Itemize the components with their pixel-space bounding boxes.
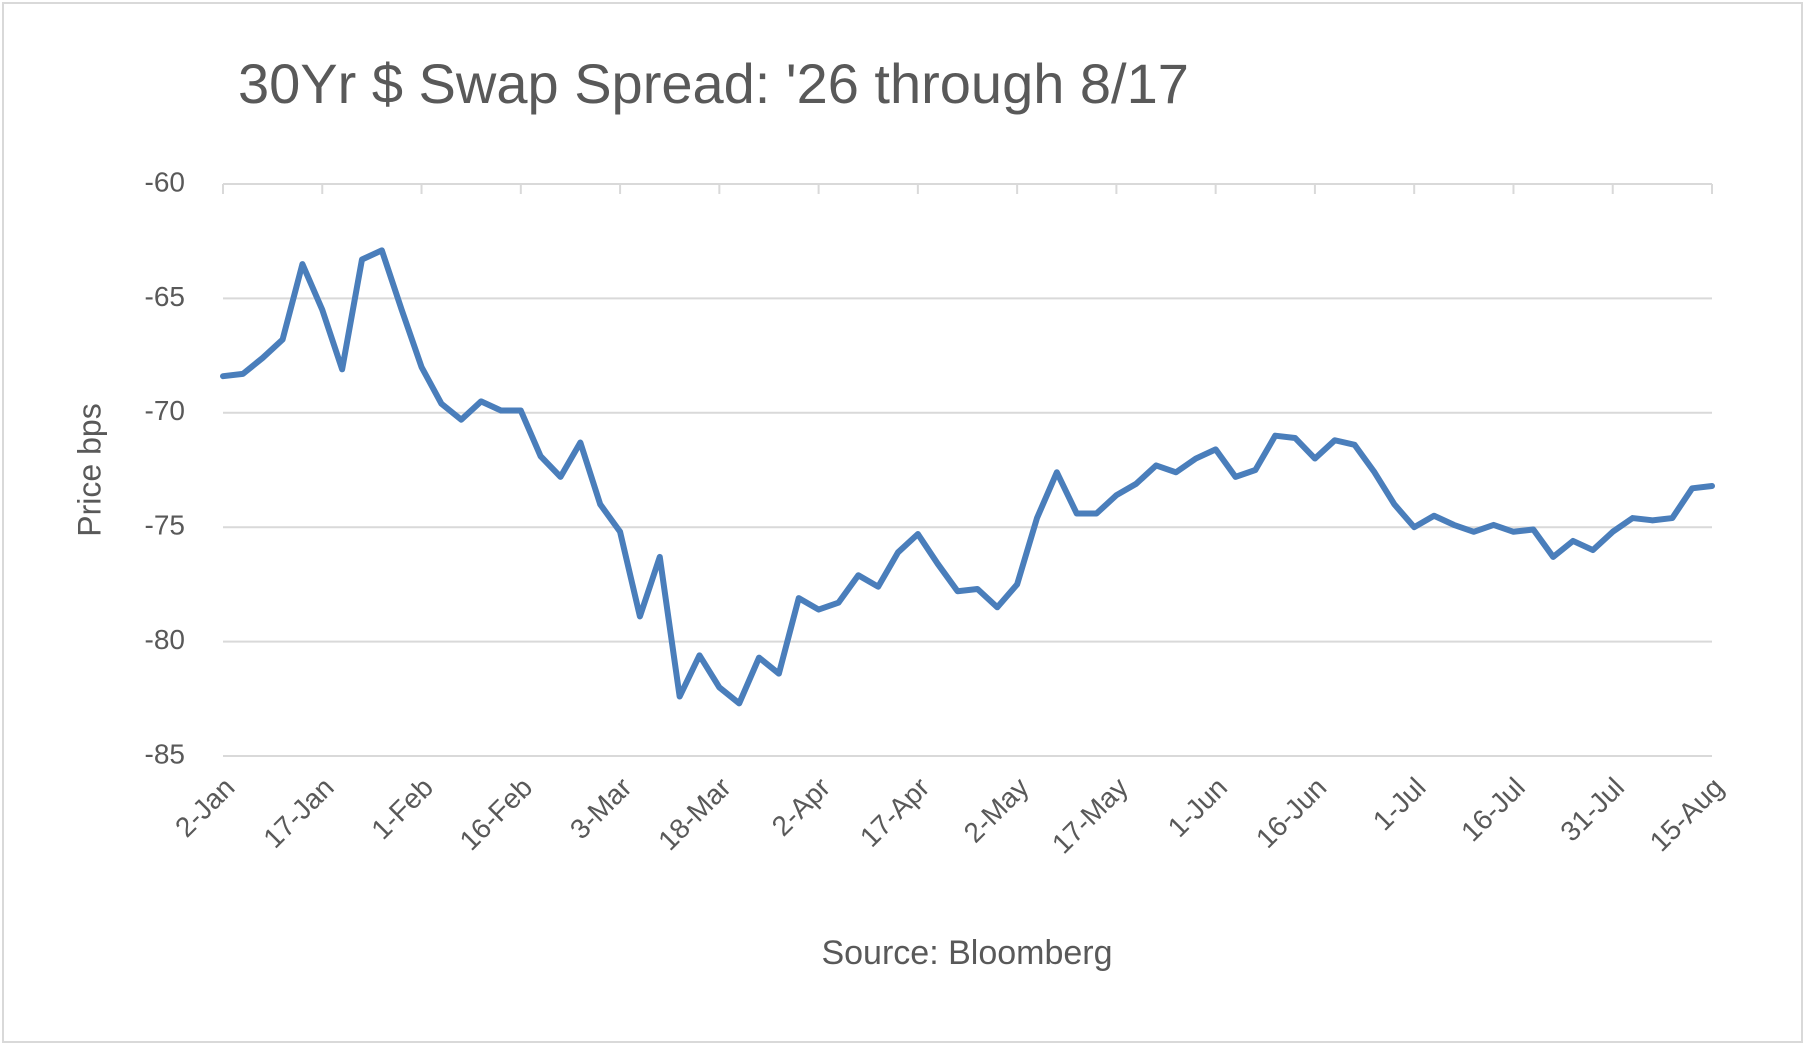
y-tick-label: -70 (145, 395, 185, 426)
y-tick-label: -60 (145, 166, 185, 197)
chart-title: 30Yr $ Swap Spread: '26 through 8/17 (238, 52, 1189, 115)
y-tick-label: -85 (145, 738, 185, 769)
y-tick-label: -65 (145, 281, 185, 312)
y-axis-title: Price bps (71, 403, 107, 536)
data-line (220, 247, 1715, 707)
source-note: Source: Bloomberg (821, 934, 1112, 972)
y-tick-label: -80 (145, 624, 185, 655)
y-tick-label: -75 (145, 510, 185, 541)
